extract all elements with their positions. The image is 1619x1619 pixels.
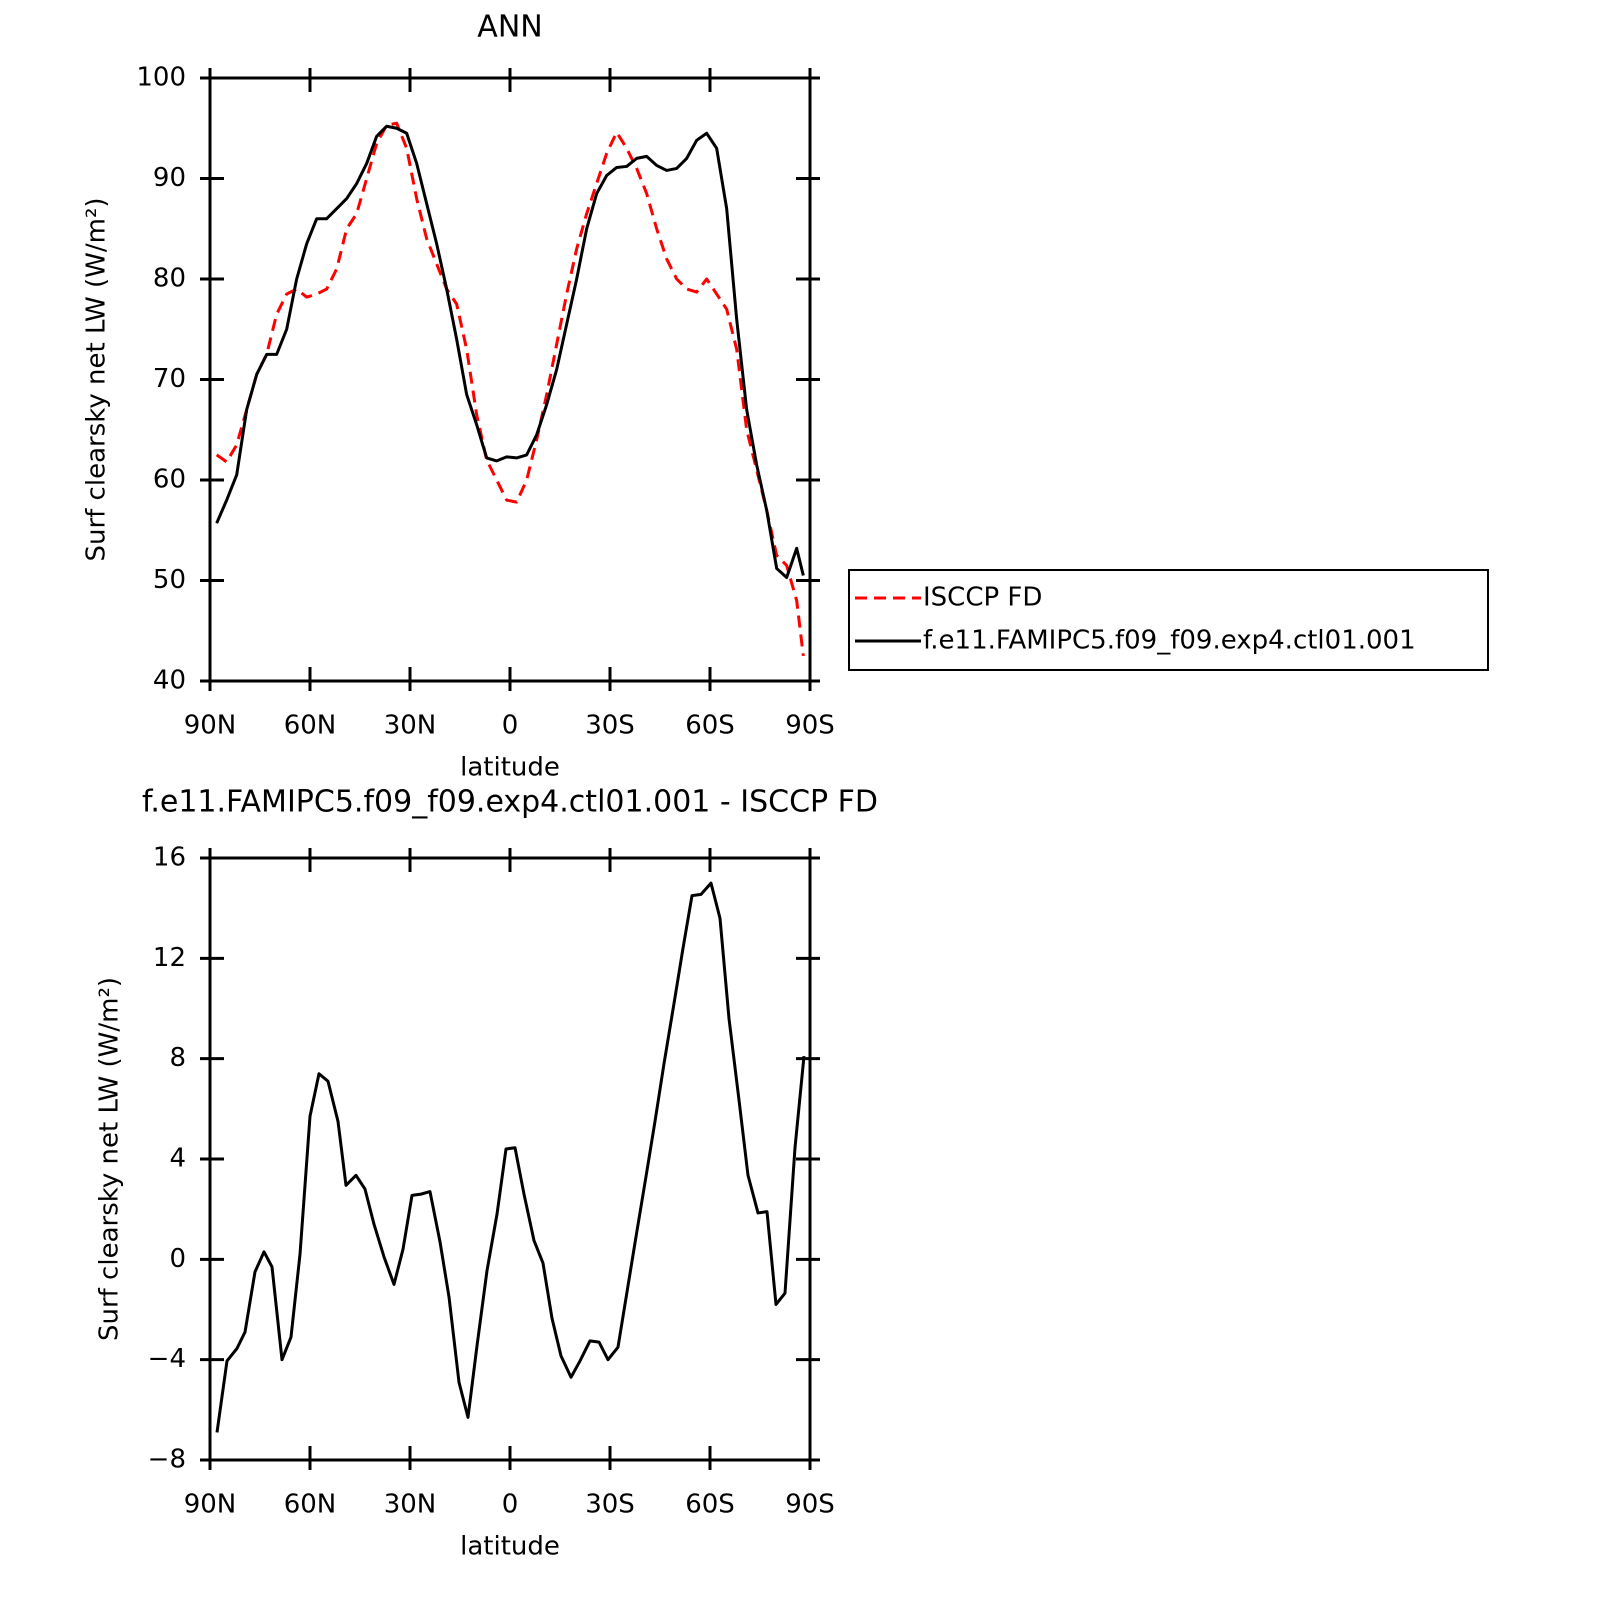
x-tick-label: 60N xyxy=(284,711,337,741)
y-tick-label: 90 xyxy=(153,163,186,193)
y-axis-label: Surf clearsky net LW (W/m²) xyxy=(82,197,112,561)
chart-title: ANN xyxy=(477,10,542,45)
y-tick-label: 4 xyxy=(169,1144,186,1174)
x-axis-label: latitude xyxy=(460,1532,560,1562)
y-tick-label: −8 xyxy=(148,1445,186,1475)
data-line xyxy=(215,124,805,579)
legend-box xyxy=(848,569,1489,671)
x-tick-label: 90N xyxy=(184,1490,237,1520)
y-tick-label: 50 xyxy=(153,565,186,595)
y-tick-label: 8 xyxy=(169,1043,186,1073)
y-tick-label: 80 xyxy=(153,264,186,294)
data-line xyxy=(215,881,806,1433)
y-tick-label: 100 xyxy=(136,63,186,93)
x-tick-label: 60S xyxy=(685,711,735,741)
y-axis-label: Surf clearsky net LW (W/m²) xyxy=(95,977,125,1341)
x-tick-label: 0 xyxy=(502,1490,519,1520)
x-tick-label: 30N xyxy=(384,1490,437,1520)
x-tick-label: 90N xyxy=(184,711,237,741)
x-tick-label: 60N xyxy=(284,1490,337,1520)
y-tick-label: 16 xyxy=(153,843,186,873)
legend-label: ISCCP FD xyxy=(923,583,1042,613)
x-tick-label: 90S xyxy=(785,1490,835,1520)
x-axis-label: latitude xyxy=(460,753,560,783)
y-tick-label: 60 xyxy=(153,465,186,495)
x-tick-label: 60S xyxy=(685,1490,735,1520)
x-tick-label: 0 xyxy=(502,711,519,741)
legend-label: f.e11.FAMIPC5.f09_f09.exp4.ctl01.001 xyxy=(923,626,1416,656)
x-tick-label: 30S xyxy=(585,711,635,741)
data-line xyxy=(215,121,805,657)
x-tick-label: 30S xyxy=(585,1490,635,1520)
x-tick-label: 90S xyxy=(785,711,835,741)
chart-title: f.e11.FAMIPC5.f09_f09.exp4.ctl01.001 - I… xyxy=(142,785,878,820)
plot-frame xyxy=(208,856,812,1462)
y-tick-label: −4 xyxy=(148,1344,186,1374)
y-tick-label: 40 xyxy=(153,666,186,696)
y-tick-label: 70 xyxy=(153,364,186,394)
y-tick-label: 12 xyxy=(153,943,186,973)
x-tick-label: 30N xyxy=(384,711,437,741)
y-tick-label: 0 xyxy=(169,1244,186,1274)
